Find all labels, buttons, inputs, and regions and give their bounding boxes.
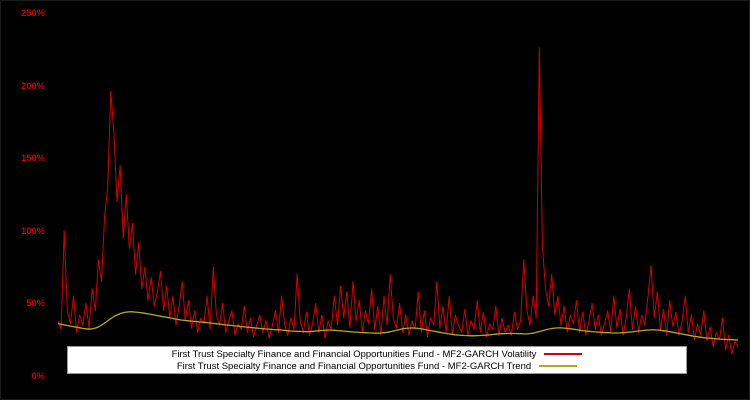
trend-line-swatch — [539, 365, 578, 367]
y-tick-label: 150% — [21, 153, 45, 164]
volatility-line-swatch — [544, 353, 583, 355]
y-tick-label: 200% — [21, 80, 45, 91]
y-tick-label: 250% — [21, 8, 45, 18]
legend-label-trend: First Trust Specialty Finance and Financ… — [176, 360, 532, 372]
y-tick-label: 50% — [26, 298, 45, 309]
legend-row-trend: First Trust Specialty Finance and Financ… — [68, 360, 686, 372]
legend: First Trust Specialty Finance and Financ… — [67, 346, 687, 374]
y-tick-label: 0% — [31, 371, 45, 381]
volatility-series-line — [58, 47, 738, 355]
plot-svg — [58, 47, 738, 355]
y-tick-label: 100% — [21, 225, 45, 236]
legend-label-volatility: First Trust Specialty Finance and Financ… — [171, 348, 537, 360]
legend-row-volatility: First Trust Specialty Finance and Financ… — [68, 348, 686, 360]
trend-series-line — [58, 311, 738, 341]
y-axis: 0% 50% 100% 150% 200% 250% — [1, 1, 51, 399]
